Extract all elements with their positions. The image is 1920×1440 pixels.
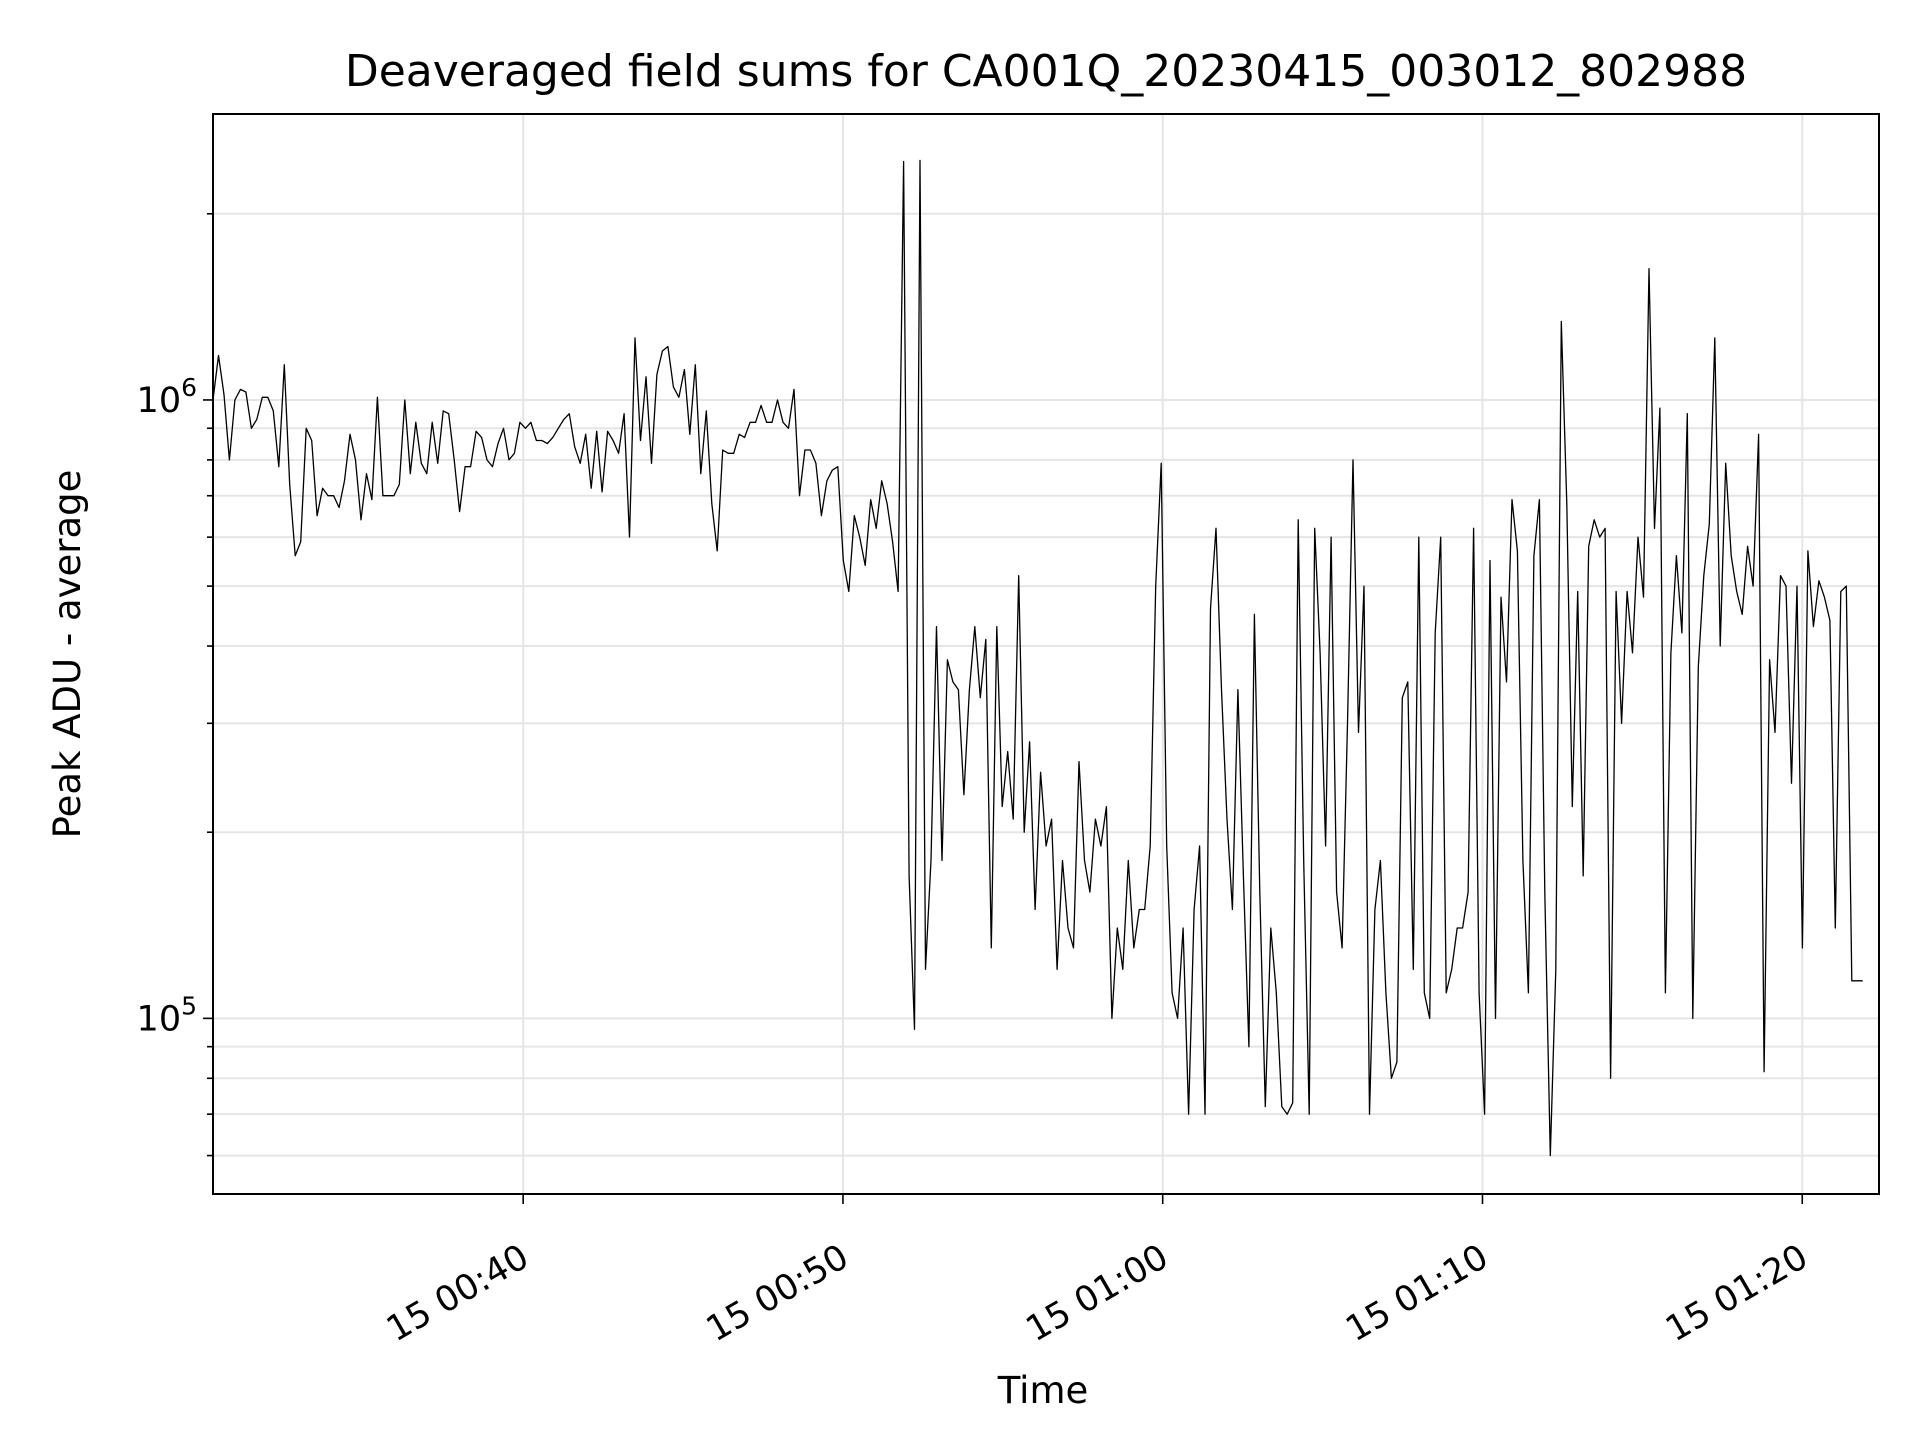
grid xyxy=(213,114,1879,1194)
y-axis-label: Peak ADU - average xyxy=(46,470,89,839)
series-line xyxy=(213,159,1863,1157)
y-tick-label: 106 xyxy=(137,373,197,421)
chart-title: Deaveraged field sums for CA001Q_2023041… xyxy=(345,46,1747,97)
plot-area xyxy=(213,159,1863,1157)
y-tick-label: 105 xyxy=(137,991,197,1039)
x-axis-label: Time xyxy=(997,1369,1089,1412)
plot-frame xyxy=(212,113,1880,1195)
